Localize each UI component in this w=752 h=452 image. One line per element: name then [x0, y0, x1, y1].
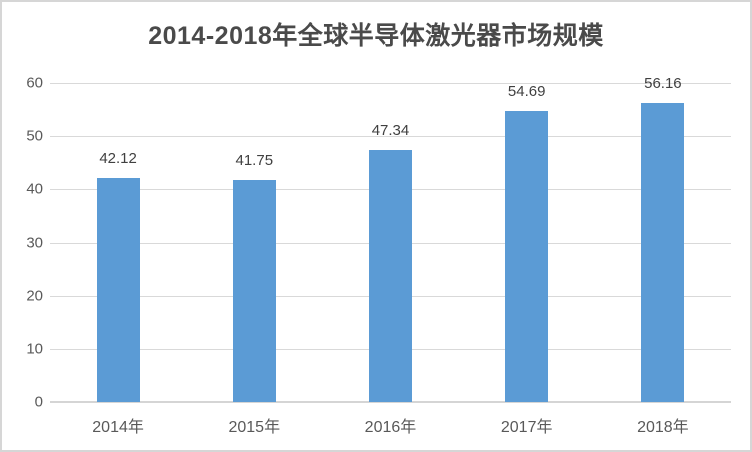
x-tick-label: 2016年 — [364, 419, 417, 436]
chart-title: 2014-2018年全球半导体激光器市场规模 — [148, 22, 604, 50]
bar-value-label: 56.16 — [644, 75, 682, 93]
x-tick-label: 2018年 — [637, 419, 689, 436]
x-tick-label: 2015年 — [228, 419, 281, 436]
gridline — [50, 83, 731, 84]
gridline — [50, 136, 731, 138]
y-tick-label: 10 — [26, 340, 43, 358]
y-tick-label: 40 — [26, 180, 43, 198]
y-tick-label: 60 — [26, 74, 43, 92]
bar-2018年 — [641, 103, 685, 402]
bar-2017年 — [505, 111, 549, 402]
bar-2016年 — [369, 150, 412, 402]
y-tick-label: 30 — [26, 234, 43, 251]
y-tick-label: 50 — [26, 127, 43, 145]
bar-2015年 — [232, 180, 276, 402]
x-axis-line — [50, 401, 731, 403]
x-tick-label: 2017年 — [500, 419, 553, 436]
bar-value-label: 41.75 — [235, 152, 274, 170]
plot-area: 42.12 41.75 47.34 54.69 56.16 — [50, 75, 731, 403]
y-tick-label: 0 — [34, 393, 43, 411]
bar-value-label: 42.12 — [99, 150, 137, 168]
bar-value-label: 54.69 — [507, 83, 546, 101]
bar-value-label: 47.34 — [371, 122, 410, 140]
x-tick-label: 2014年 — [92, 419, 144, 436]
y-tick-label: 20 — [26, 287, 43, 305]
bar-2014年 — [96, 178, 140, 402]
